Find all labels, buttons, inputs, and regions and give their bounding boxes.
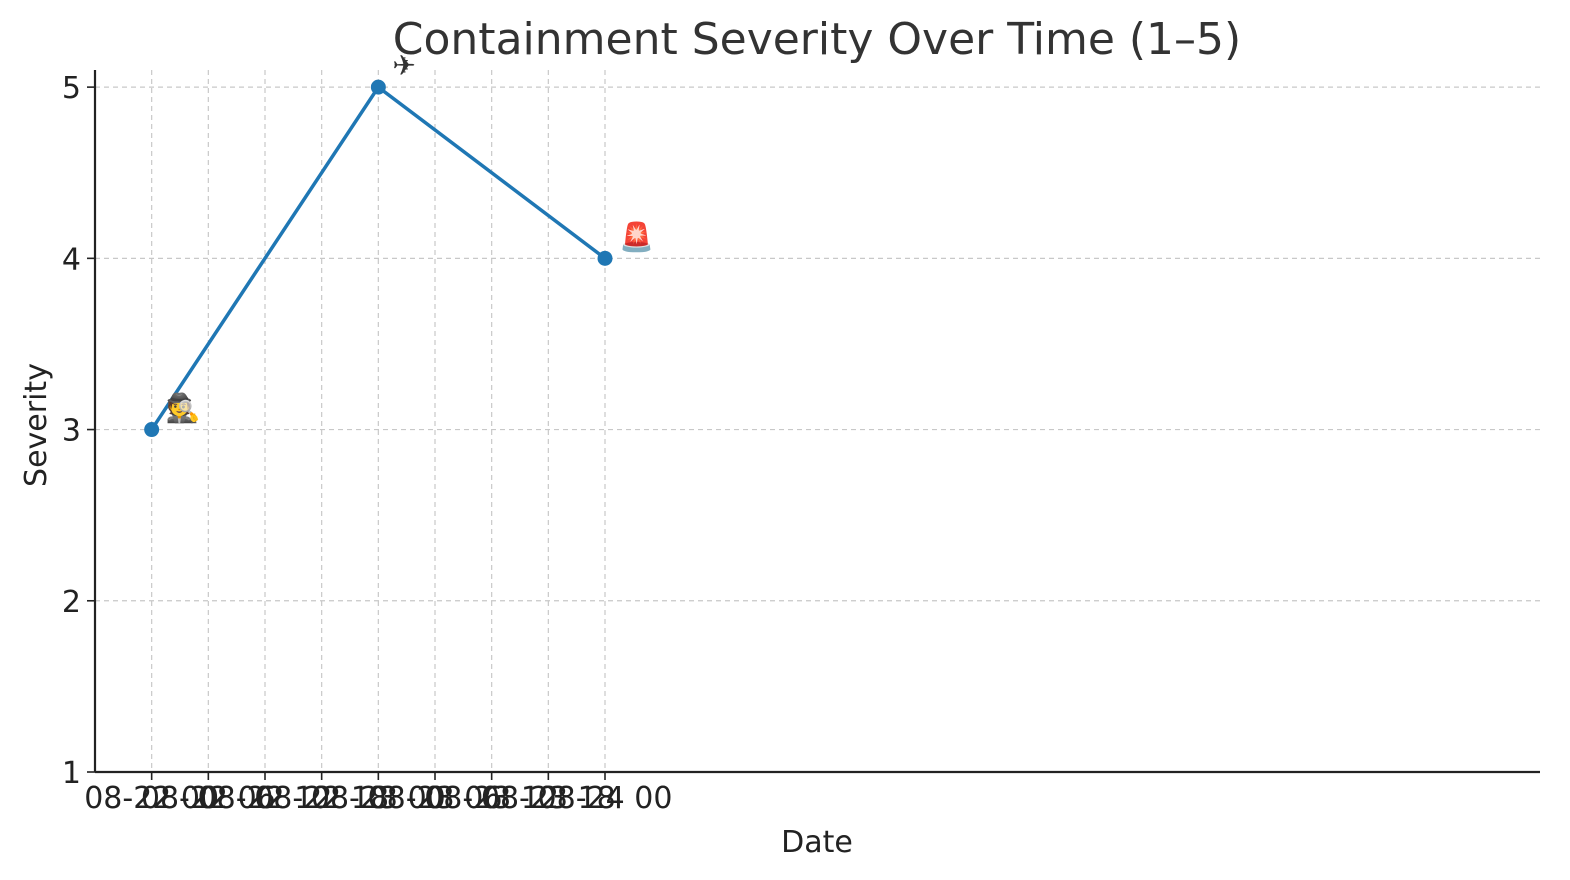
y-tick-label: 2 xyxy=(62,585,81,620)
data-point xyxy=(144,422,160,438)
data-point xyxy=(597,250,613,266)
x-tick-label: 08-23 00 xyxy=(311,781,446,816)
y-tick-label: 4 xyxy=(62,242,81,277)
x-tick-label: 08-24 00 xyxy=(538,781,673,816)
x-tick-label: 08-22 06 xyxy=(141,781,276,816)
point-annotation: ✈ xyxy=(392,49,415,82)
chart-title: Containment Severity Over Time (1–5) xyxy=(393,14,1241,65)
data-point xyxy=(370,79,386,95)
point-annotation: 🕵 xyxy=(166,392,201,425)
x-axis-label: Date xyxy=(781,825,853,860)
y-tick-label: 3 xyxy=(62,414,81,449)
y-tick-label: 1 xyxy=(62,756,81,791)
y-axis-label: Severity xyxy=(19,363,54,487)
x-tick-label: 08-22 12 xyxy=(198,781,333,816)
x-tick-label: 08-23 12 xyxy=(424,781,559,816)
point-annotation: 🚨 xyxy=(619,220,654,253)
y-tick-label: 5 xyxy=(62,71,81,106)
x-tick-label: 08-22 00 xyxy=(84,781,219,816)
x-tick-label: 08-22 18 xyxy=(254,781,389,816)
x-tick-label: 08-23 06 xyxy=(368,781,503,816)
x-tick-label: 08-23 18 xyxy=(481,781,616,816)
series-layer: 🕵 ✈ 🚨 xyxy=(144,49,654,438)
grid-layer xyxy=(95,70,1540,772)
